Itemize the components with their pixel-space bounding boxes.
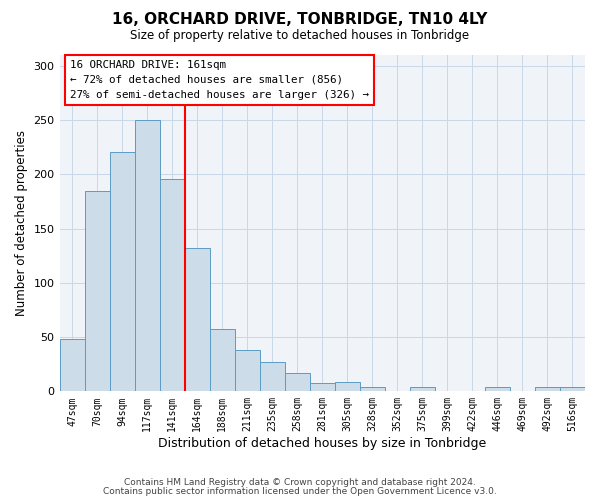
Bar bbox=[85, 190, 110, 392]
Text: 16, ORCHARD DRIVE, TONBRIDGE, TN10 4LY: 16, ORCHARD DRIVE, TONBRIDGE, TN10 4LY bbox=[112, 12, 488, 28]
Bar bbox=[235, 350, 260, 392]
Bar bbox=[59, 340, 85, 392]
Bar bbox=[209, 330, 235, 392]
Text: Contains public sector information licensed under the Open Government Licence v3: Contains public sector information licen… bbox=[103, 487, 497, 496]
Bar bbox=[160, 178, 185, 392]
Bar bbox=[285, 373, 310, 392]
Bar bbox=[185, 248, 209, 392]
Bar bbox=[260, 362, 285, 392]
Bar bbox=[310, 382, 335, 392]
Text: Size of property relative to detached houses in Tonbridge: Size of property relative to detached ho… bbox=[130, 29, 470, 42]
Bar bbox=[410, 387, 435, 392]
Bar bbox=[110, 152, 134, 392]
Bar bbox=[535, 387, 560, 392]
Text: 16 ORCHARD DRIVE: 161sqm
← 72% of detached houses are smaller (856)
27% of semi-: 16 ORCHARD DRIVE: 161sqm ← 72% of detach… bbox=[70, 60, 369, 100]
Y-axis label: Number of detached properties: Number of detached properties bbox=[15, 130, 28, 316]
Bar bbox=[485, 387, 510, 392]
X-axis label: Distribution of detached houses by size in Tonbridge: Distribution of detached houses by size … bbox=[158, 437, 487, 450]
Text: Contains HM Land Registry data © Crown copyright and database right 2024.: Contains HM Land Registry data © Crown c… bbox=[124, 478, 476, 487]
Bar bbox=[335, 382, 360, 392]
Bar bbox=[360, 387, 385, 392]
Bar bbox=[134, 120, 160, 392]
Bar bbox=[560, 387, 585, 392]
